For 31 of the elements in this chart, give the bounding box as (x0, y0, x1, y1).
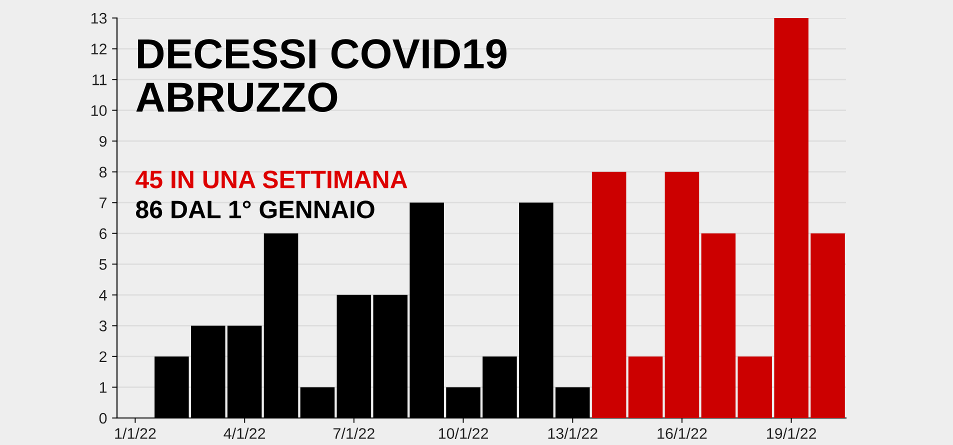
bar (774, 18, 808, 418)
y-tick-label: 0 (99, 412, 107, 424)
y-tick-label: 4 (99, 290, 107, 300)
y-tick-label: 11 (92, 74, 107, 86)
annotation: 86 DAL 1° GENNAIO (136, 200, 374, 218)
y-tick-label: 10 (91, 105, 107, 116)
y-tick-label: 2 (100, 351, 107, 362)
bar (592, 172, 626, 418)
bar (664, 172, 700, 418)
y-tick-label: 8 (99, 166, 107, 178)
annotation: 45 IN UNA SETTIMANA (136, 170, 408, 188)
bar (628, 356, 663, 418)
x-tick-label: 10/1/22 (438, 428, 488, 439)
x-tick-label: 4/1/22 (224, 428, 266, 439)
x-tick-label: 19/1/22 (767, 428, 816, 439)
bar (738, 356, 772, 418)
bar (701, 233, 736, 418)
x-tick-label: 1/1/22 (115, 428, 156, 439)
bar (810, 233, 845, 418)
y-tick-label: 6 (100, 228, 107, 240)
x-tick-label: 7/1/22 (333, 428, 374, 439)
x-tick-label: 16/1/22 (658, 428, 707, 439)
y-tick-label: 12 (91, 44, 107, 54)
y-tick-label: 5 (99, 259, 107, 270)
y-tick-label: 7 (100, 198, 107, 208)
y-tick-label: 1 (100, 382, 107, 393)
text: DECESSI COVID19 ABRUZZO (136, 39, 506, 112)
x-tick-label: 13/1/22 (548, 428, 598, 439)
y-tick-label: 9 (100, 136, 107, 147)
y-tick-label: 13 (91, 12, 107, 24)
y-tick-label: 3 (99, 320, 107, 332)
